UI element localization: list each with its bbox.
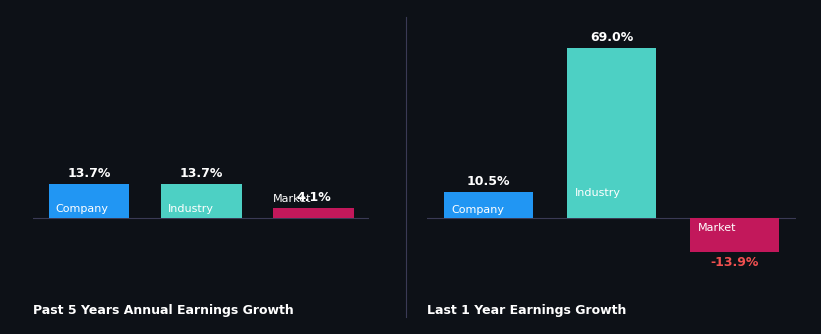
Text: 13.7%: 13.7% xyxy=(180,167,222,180)
FancyBboxPatch shape xyxy=(161,184,241,218)
Text: Company: Company xyxy=(452,205,505,215)
Text: Market: Market xyxy=(698,223,736,233)
Text: Past 5 Years Annual Earnings Growth: Past 5 Years Annual Earnings Growth xyxy=(33,304,294,317)
Text: 4.1%: 4.1% xyxy=(296,191,331,204)
Text: 13.7%: 13.7% xyxy=(67,167,111,180)
Text: 69.0%: 69.0% xyxy=(590,31,633,44)
FancyBboxPatch shape xyxy=(444,192,533,218)
Text: Last 1 Year Earnings Growth: Last 1 Year Earnings Growth xyxy=(427,304,626,317)
FancyBboxPatch shape xyxy=(48,184,130,218)
Text: Industry: Industry xyxy=(575,188,621,198)
Text: 10.5%: 10.5% xyxy=(467,175,510,188)
FancyBboxPatch shape xyxy=(273,208,354,218)
Text: Market: Market xyxy=(273,194,311,204)
Text: -13.9%: -13.9% xyxy=(711,257,759,270)
FancyBboxPatch shape xyxy=(690,218,779,252)
FancyBboxPatch shape xyxy=(567,48,656,218)
Text: Industry: Industry xyxy=(167,204,213,214)
Text: Company: Company xyxy=(55,204,108,214)
